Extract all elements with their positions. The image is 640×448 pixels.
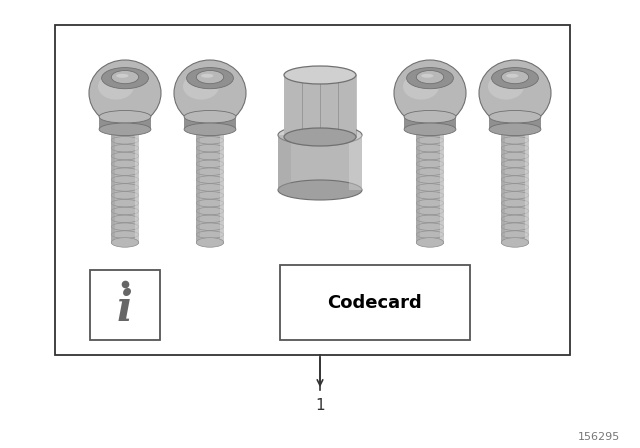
Text: 1: 1 bbox=[315, 397, 325, 413]
Ellipse shape bbox=[111, 237, 139, 247]
Bar bbox=[220, 133, 224, 242]
Bar bbox=[55, 25, 570, 355]
Bar bbox=[417, 133, 444, 242]
Bar bbox=[135, 133, 139, 242]
Ellipse shape bbox=[501, 70, 529, 84]
Ellipse shape bbox=[174, 60, 246, 126]
Ellipse shape bbox=[421, 74, 433, 78]
Ellipse shape bbox=[404, 123, 456, 136]
Bar bbox=[501, 133, 529, 242]
Ellipse shape bbox=[479, 60, 551, 126]
Bar bbox=[111, 133, 115, 242]
Ellipse shape bbox=[278, 180, 362, 200]
Text: 156295: 156295 bbox=[578, 432, 620, 442]
Bar bbox=[278, 135, 362, 190]
Ellipse shape bbox=[196, 70, 224, 84]
Ellipse shape bbox=[102, 68, 148, 89]
Bar bbox=[196, 133, 200, 242]
Ellipse shape bbox=[406, 68, 453, 89]
Ellipse shape bbox=[489, 123, 541, 136]
Ellipse shape bbox=[492, 68, 538, 89]
Ellipse shape bbox=[184, 123, 236, 136]
Bar bbox=[417, 133, 420, 242]
Ellipse shape bbox=[196, 237, 224, 247]
Ellipse shape bbox=[278, 125, 362, 145]
Ellipse shape bbox=[506, 74, 518, 78]
Bar bbox=[280, 265, 470, 340]
Ellipse shape bbox=[488, 73, 524, 99]
Bar bbox=[404, 117, 456, 129]
Ellipse shape bbox=[403, 73, 439, 99]
Bar bbox=[440, 133, 444, 242]
Ellipse shape bbox=[183, 73, 219, 99]
Ellipse shape bbox=[394, 60, 466, 126]
Bar bbox=[501, 133, 505, 242]
Ellipse shape bbox=[98, 73, 134, 99]
Ellipse shape bbox=[201, 74, 213, 78]
Bar bbox=[284, 75, 356, 137]
Bar bbox=[90, 270, 160, 340]
Bar bbox=[349, 135, 362, 190]
Bar bbox=[111, 133, 139, 242]
Ellipse shape bbox=[89, 60, 161, 126]
Ellipse shape bbox=[417, 70, 444, 84]
Ellipse shape bbox=[187, 68, 234, 89]
Ellipse shape bbox=[99, 111, 151, 123]
Ellipse shape bbox=[284, 128, 356, 146]
Bar bbox=[196, 133, 224, 242]
Text: i: i bbox=[117, 288, 133, 330]
Ellipse shape bbox=[501, 237, 529, 247]
Ellipse shape bbox=[111, 70, 139, 84]
Bar bbox=[184, 117, 236, 129]
Bar bbox=[278, 135, 291, 190]
Bar bbox=[99, 117, 151, 129]
Ellipse shape bbox=[417, 237, 444, 247]
Ellipse shape bbox=[284, 66, 356, 84]
Ellipse shape bbox=[99, 123, 151, 136]
Bar bbox=[489, 117, 541, 129]
Ellipse shape bbox=[116, 74, 129, 78]
Ellipse shape bbox=[184, 111, 236, 123]
Text: Codecard: Codecard bbox=[328, 293, 422, 311]
Ellipse shape bbox=[404, 111, 456, 123]
Bar bbox=[525, 133, 529, 242]
Ellipse shape bbox=[489, 111, 541, 123]
